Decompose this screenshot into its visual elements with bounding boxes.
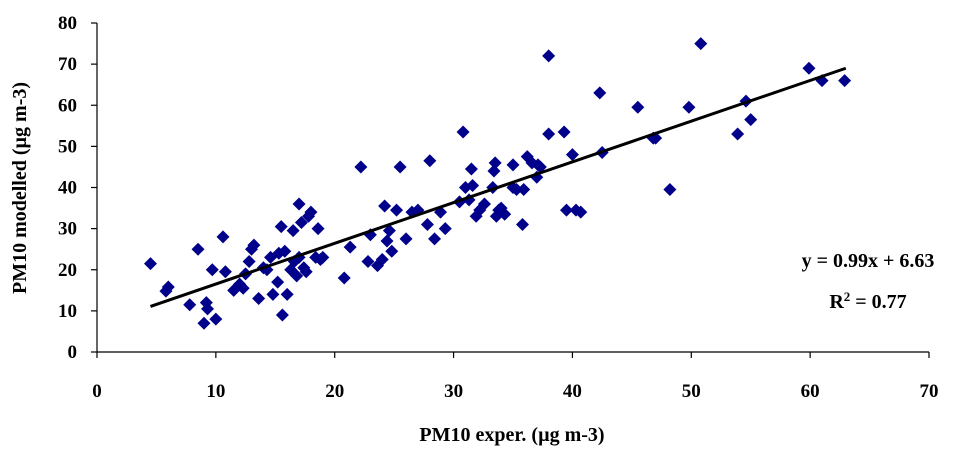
- data-point: [247, 238, 261, 252]
- r-squared-label: R2 = 0.77: [829, 289, 906, 314]
- data-point: [183, 298, 197, 312]
- data-point: [266, 287, 280, 301]
- data-point: [205, 263, 219, 277]
- trendline: [149, 66, 847, 308]
- data-point: [428, 232, 442, 246]
- data-point: [565, 148, 579, 162]
- y-tick-label: 50: [58, 136, 77, 157]
- data-point: [420, 218, 434, 232]
- data-point: [218, 265, 232, 279]
- x-tick-label: 70: [920, 381, 939, 402]
- data-point: [382, 224, 396, 238]
- y-tick-label: 80: [58, 13, 77, 34]
- data-point: [280, 287, 294, 301]
- data-point: [557, 125, 571, 139]
- x-axis-title: PM10 exper. (µg m-3): [419, 424, 604, 446]
- x-tick-label: 40: [563, 381, 582, 402]
- data-points: [143, 37, 852, 330]
- data-point: [574, 205, 588, 219]
- data-point: [378, 199, 392, 213]
- data-point: [559, 203, 573, 217]
- data-point: [343, 240, 357, 254]
- r-squared-symbol: R: [829, 291, 844, 313]
- data-point: [191, 242, 205, 256]
- data-point: [744, 113, 758, 127]
- data-point: [838, 74, 852, 88]
- data-point: [286, 224, 300, 238]
- data-point: [488, 156, 502, 170]
- x-tick-label: 10: [206, 381, 225, 402]
- data-point: [275, 308, 289, 322]
- data-point: [385, 244, 399, 258]
- data-point: [236, 281, 250, 295]
- data-point: [278, 244, 292, 258]
- data-point: [466, 178, 480, 192]
- data-point: [487, 164, 501, 178]
- data-point: [506, 158, 520, 172]
- data-point: [201, 302, 215, 316]
- y-tick-label: 40: [58, 178, 77, 199]
- data-point: [375, 252, 389, 266]
- data-point: [464, 162, 478, 176]
- data-point: [304, 205, 318, 219]
- data-point: [216, 230, 230, 244]
- data-point: [393, 160, 407, 174]
- data-point: [252, 292, 266, 306]
- data-point: [242, 255, 256, 269]
- data-point: [143, 257, 157, 271]
- data-point: [682, 100, 696, 114]
- r-squared-exponent: 2: [844, 289, 851, 304]
- x-tick-label: 50: [682, 381, 701, 402]
- x-tick-label: 60: [801, 381, 820, 402]
- data-point: [542, 49, 556, 63]
- y-tick-label: 20: [58, 260, 77, 281]
- data-point: [316, 250, 330, 264]
- y-axis-title: PM10 modelled (µg m-3): [9, 82, 31, 294]
- data-point: [498, 207, 512, 221]
- x-tick-label: 30: [444, 381, 463, 402]
- data-point: [663, 183, 677, 197]
- data-point: [274, 220, 288, 234]
- data-point: [209, 312, 223, 326]
- data-point: [802, 61, 816, 75]
- y-axis-ticks: 0 10 20 30 40 50 60 70 80: [58, 13, 97, 363]
- data-point: [390, 203, 404, 217]
- r-squared-value: = 0.77: [850, 291, 906, 313]
- data-point: [292, 197, 306, 211]
- data-point: [354, 160, 368, 174]
- data-point: [694, 37, 708, 51]
- data-point: [337, 271, 351, 285]
- regression-equation: y = 0.99x + 6.63: [802, 250, 935, 272]
- x-tick-label: 20: [325, 381, 344, 402]
- data-point: [299, 265, 313, 279]
- data-point: [399, 232, 413, 246]
- y-tick-label: 0: [68, 342, 78, 363]
- data-point: [311, 222, 325, 236]
- y-tick-label: 30: [58, 219, 77, 240]
- data-point: [477, 197, 491, 211]
- y-tick-label: 10: [58, 301, 77, 322]
- data-point: [542, 127, 556, 141]
- data-point: [161, 280, 175, 294]
- data-point: [197, 316, 211, 330]
- data-point: [271, 275, 285, 289]
- data-point: [361, 255, 375, 269]
- y-tick-label: 70: [58, 54, 77, 75]
- data-point: [290, 269, 304, 283]
- data-point: [593, 86, 607, 100]
- x-tick-label: 0: [92, 381, 102, 402]
- data-point: [438, 222, 452, 236]
- y-tick-label: 60: [58, 95, 77, 116]
- data-point: [516, 218, 530, 232]
- data-point: [294, 215, 308, 229]
- data-point: [456, 125, 470, 139]
- data-point: [731, 127, 745, 141]
- data-point: [380, 234, 394, 248]
- data-point: [631, 100, 645, 114]
- x-axis-ticks: 0 10 20 30 40 50 60 70: [92, 352, 939, 402]
- data-point: [517, 183, 531, 197]
- data-point: [423, 154, 437, 168]
- data-point: [510, 183, 524, 197]
